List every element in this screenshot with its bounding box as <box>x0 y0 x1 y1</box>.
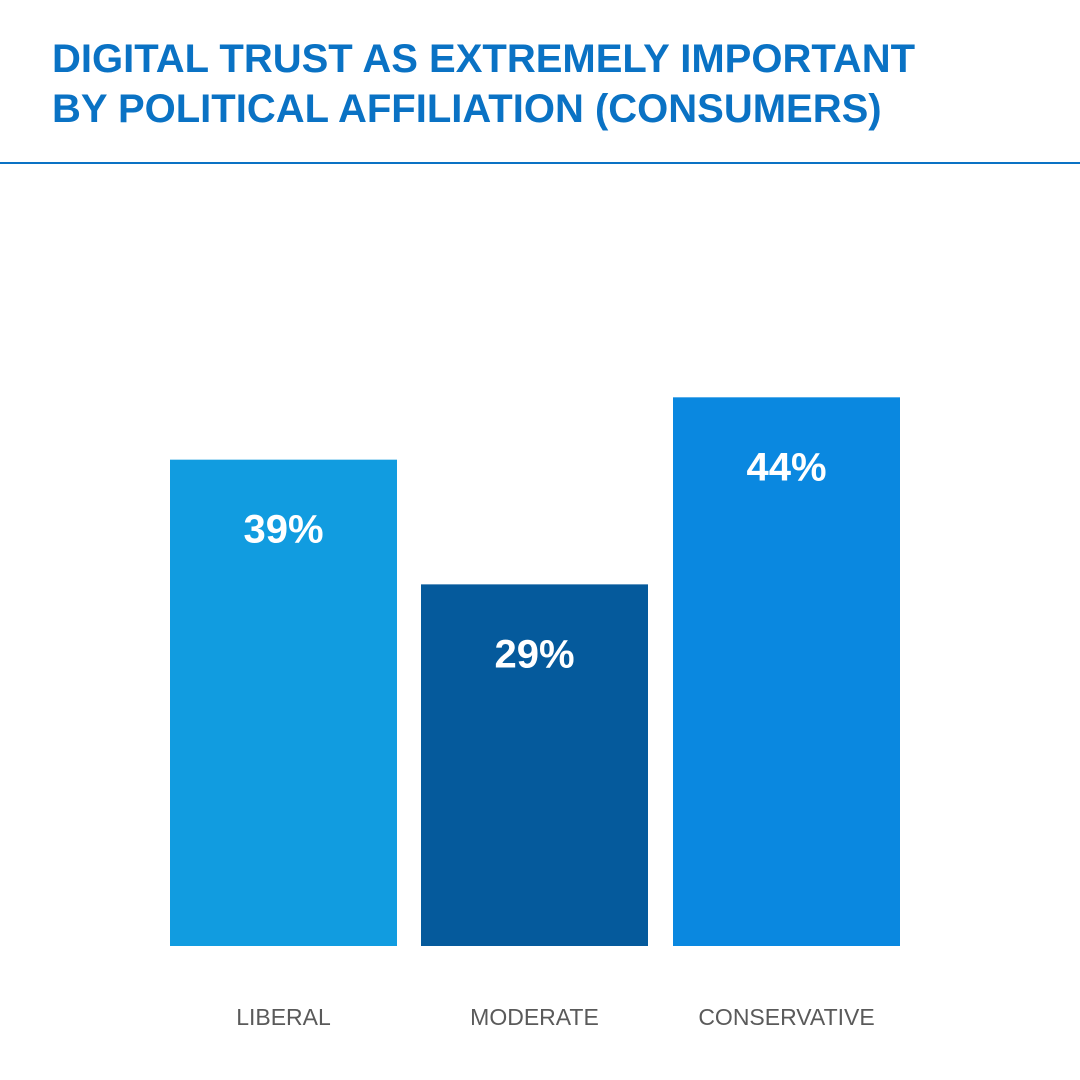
chart-title: DIGITAL TRUST AS EXTREMELY IMPORTANT BY … <box>52 34 1052 134</box>
title-divider <box>0 162 1080 164</box>
bar-liberal <box>170 459 397 946</box>
bar-moderate <box>421 584 648 946</box>
bar-value-liberal: 39% <box>243 508 323 552</box>
bar-value-conservative: 44% <box>746 445 826 489</box>
category-label-conservative: CONSERVATIVE <box>698 1004 874 1030</box>
bar-conservative <box>673 397 900 946</box>
chart-title-line-2: BY POLITICAL AFFILIATION (CONSUMERS) <box>52 87 882 131</box>
category-label-moderate: MODERATE <box>470 1004 599 1030</box>
bar-value-moderate: 29% <box>494 632 574 676</box>
chart-title-line-1: DIGITAL TRUST AS EXTREMELY IMPORTANT <box>52 37 916 81</box>
category-label-liberal: LIBERAL <box>236 1004 331 1030</box>
